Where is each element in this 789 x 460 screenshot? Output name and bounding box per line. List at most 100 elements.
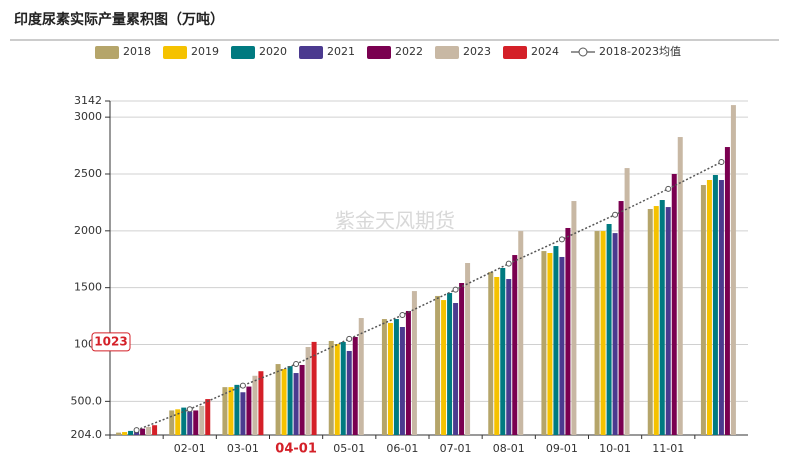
bar bbox=[228, 387, 234, 435]
bar bbox=[275, 364, 281, 435]
x-tick-label: 04-01 bbox=[275, 442, 317, 457]
legend-swatch bbox=[503, 46, 527, 59]
bar bbox=[594, 231, 600, 435]
legend-swatch bbox=[367, 46, 391, 59]
legend-label: 2023 bbox=[463, 45, 491, 58]
legend-label: 2018-2023均值 bbox=[599, 45, 681, 58]
x-tick-label: 07-01 bbox=[440, 442, 472, 455]
legend-marker bbox=[578, 47, 588, 57]
x-tick-label: 11-01 bbox=[652, 442, 684, 455]
bar bbox=[346, 350, 352, 435]
legend-swatch bbox=[231, 46, 255, 59]
y-tick-label: 3142 bbox=[74, 94, 102, 107]
mean-marker bbox=[239, 382, 246, 389]
bar bbox=[659, 200, 665, 435]
bar bbox=[405, 310, 411, 435]
watermark: 紫金天风期货 bbox=[335, 209, 455, 233]
bar bbox=[311, 341, 317, 435]
bar bbox=[547, 252, 553, 435]
bar bbox=[624, 168, 630, 435]
bar bbox=[152, 425, 158, 435]
bar bbox=[453, 303, 459, 435]
y-tick-label: 1500 bbox=[74, 281, 102, 294]
bar bbox=[234, 384, 240, 435]
bar bbox=[647, 208, 653, 435]
bar bbox=[618, 201, 624, 435]
bar bbox=[600, 231, 606, 435]
bar bbox=[146, 426, 152, 435]
bar bbox=[328, 340, 334, 435]
mean-marker bbox=[133, 427, 140, 434]
bar bbox=[447, 293, 453, 435]
legend-label: 2020 bbox=[259, 45, 287, 58]
y-tick-label: 2000 bbox=[74, 224, 102, 237]
bar bbox=[305, 347, 311, 435]
bar bbox=[116, 432, 122, 435]
bar bbox=[387, 323, 393, 435]
bar bbox=[494, 276, 500, 435]
bar bbox=[553, 246, 559, 435]
mean-marker bbox=[293, 361, 300, 368]
legend-swatch bbox=[163, 46, 187, 59]
y-tick-label: 204.0 bbox=[71, 428, 103, 441]
bar bbox=[512, 255, 518, 435]
bar bbox=[252, 375, 258, 435]
bar bbox=[488, 271, 494, 435]
chart-title: 印度尿素实际产量累积图（万吨） bbox=[14, 11, 224, 28]
legend-swatch bbox=[299, 46, 323, 59]
bar bbox=[169, 410, 175, 435]
bar bbox=[730, 105, 736, 435]
x-tick-label: 03-01 bbox=[227, 442, 259, 455]
pointer-label: 1023 bbox=[94, 334, 127, 348]
bar bbox=[518, 231, 524, 435]
x-tick-label: 09-01 bbox=[546, 442, 578, 455]
bar bbox=[358, 318, 364, 435]
bar bbox=[712, 175, 718, 435]
bar bbox=[393, 319, 399, 435]
bar bbox=[606, 224, 612, 435]
bar bbox=[677, 137, 683, 435]
bar bbox=[128, 430, 134, 435]
bar bbox=[181, 407, 187, 435]
bar bbox=[334, 344, 340, 435]
legend-label: 2021 bbox=[327, 45, 355, 58]
bar bbox=[565, 227, 571, 435]
x-tick-label: 02-01 bbox=[174, 442, 206, 455]
bar bbox=[500, 268, 506, 435]
mean-marker bbox=[399, 312, 406, 319]
y-tick-label: 2500 bbox=[74, 167, 102, 180]
legend-swatch bbox=[95, 46, 119, 59]
bar bbox=[246, 386, 252, 435]
legend-label: 2022 bbox=[395, 45, 423, 58]
bar bbox=[187, 411, 193, 435]
bar bbox=[441, 300, 447, 435]
bar bbox=[175, 409, 181, 435]
bar bbox=[293, 373, 299, 435]
mean-marker bbox=[346, 335, 353, 342]
legend-swatch bbox=[435, 46, 459, 59]
bar bbox=[299, 364, 305, 435]
bar bbox=[222, 387, 228, 435]
mean-marker bbox=[558, 236, 565, 243]
mean-marker bbox=[612, 211, 619, 218]
bar bbox=[281, 369, 287, 435]
bar bbox=[122, 432, 128, 435]
bar bbox=[287, 366, 293, 435]
bar bbox=[506, 279, 512, 435]
bar bbox=[140, 428, 146, 435]
bar bbox=[700, 185, 706, 435]
y-tick-label: 3000 bbox=[74, 110, 102, 123]
bar bbox=[399, 327, 405, 435]
bar bbox=[435, 295, 441, 435]
bar bbox=[718, 180, 724, 435]
bar bbox=[258, 371, 264, 435]
pointer-label-box bbox=[91, 332, 131, 352]
legend-label: 2018 bbox=[123, 45, 151, 58]
legend-label: 2019 bbox=[191, 45, 219, 58]
x-tick-label: 06-01 bbox=[386, 442, 418, 455]
mean-marker bbox=[452, 286, 459, 293]
bar bbox=[205, 399, 211, 435]
bar bbox=[193, 410, 199, 435]
bar bbox=[340, 342, 346, 435]
